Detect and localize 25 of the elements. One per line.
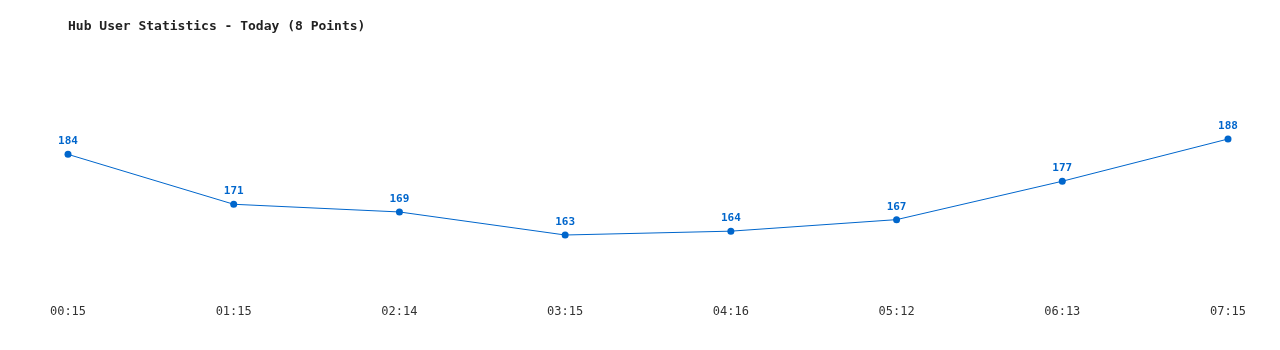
x-tick-label: 06:13 xyxy=(1044,304,1081,318)
chart-title: Hub User Statistics - Today (8 Points) xyxy=(68,18,366,33)
data-label: 188 xyxy=(1218,119,1238,132)
point xyxy=(561,231,569,239)
x-tick-label: 02:14 xyxy=(381,304,418,318)
x-tick-label: 07:15 xyxy=(1209,304,1247,318)
point xyxy=(395,208,403,216)
data-label: 171 xyxy=(223,184,245,198)
point xyxy=(1224,135,1232,143)
point xyxy=(1058,177,1066,185)
point xyxy=(230,200,238,208)
x-tick-label: 03:15 xyxy=(547,304,584,318)
point xyxy=(64,150,72,158)
data-label: 164 xyxy=(720,211,742,225)
data-label: 163 xyxy=(555,215,576,228)
x-tick-label: 04:16 xyxy=(712,304,749,318)
x-tick-label: 01:15 xyxy=(215,304,252,318)
data-label: 167 xyxy=(886,199,907,213)
data-label: 177 xyxy=(1052,161,1073,175)
point xyxy=(893,216,901,224)
data-label: 184 xyxy=(58,134,79,148)
x-tick-label: 05:12 xyxy=(878,304,915,318)
data-label: 169 xyxy=(389,191,410,205)
x-tick-label: 00:15 xyxy=(49,304,87,318)
point xyxy=(727,227,735,235)
